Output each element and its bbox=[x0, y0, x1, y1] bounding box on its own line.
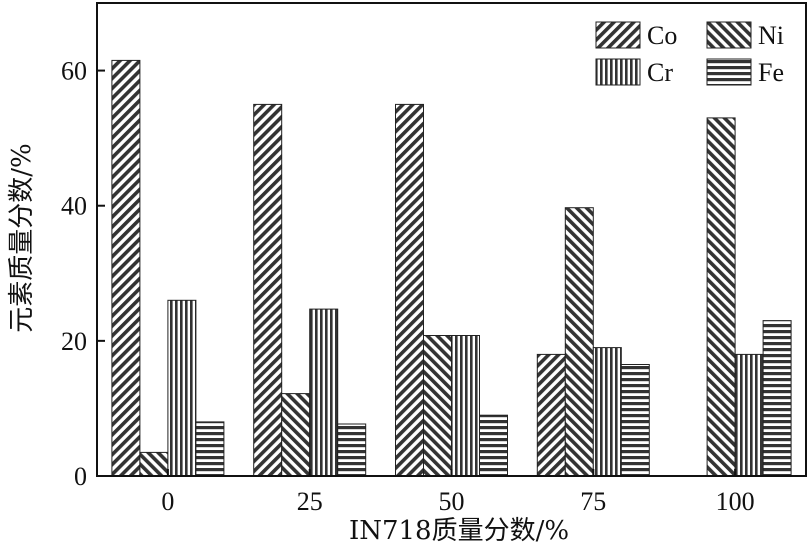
bar-ni-100 bbox=[706, 117, 736, 477]
bar-fe-100 bbox=[762, 320, 792, 477]
bar-cr-75 bbox=[592, 347, 622, 477]
y-tick-label-0: 0 bbox=[74, 462, 87, 491]
legend-label-co: Co bbox=[647, 21, 677, 50]
bar-ni-50 bbox=[423, 335, 452, 477]
bars-layer bbox=[111, 59, 792, 477]
x-axis-label: IN718质量分数/% bbox=[349, 516, 569, 546]
bar-co-25 bbox=[253, 103, 283, 477]
bar-cr-0 bbox=[167, 299, 197, 477]
legend-swatch-ni bbox=[706, 21, 752, 49]
bar-cr-25 bbox=[309, 308, 339, 477]
x-tick-label-100: 100 bbox=[716, 487, 755, 516]
y-tick-label-60: 60 bbox=[61, 57, 87, 86]
legend-swatch-co bbox=[595, 21, 641, 49]
bar-fe-0 bbox=[195, 421, 225, 477]
bar-fe-25 bbox=[337, 423, 367, 477]
x-tick-label-75: 75 bbox=[580, 487, 606, 516]
bar-co-0 bbox=[111, 59, 141, 477]
legend-label-cr: Cr bbox=[647, 58, 673, 87]
bar-ni-25 bbox=[281, 393, 311, 477]
y-axis-ticks: 0 20 40 60 bbox=[61, 57, 105, 491]
bar-fe-75 bbox=[620, 364, 650, 477]
legend-swatch-fe bbox=[706, 58, 752, 86]
bar-ni-75 bbox=[564, 207, 594, 477]
legend-label-fe: Fe bbox=[758, 58, 784, 87]
x-tick-label-0: 0 bbox=[161, 487, 174, 516]
bar-co-50 bbox=[395, 103, 424, 477]
legend-swatch-cr bbox=[595, 58, 641, 86]
y-axis-label: 元素质量分数/% bbox=[7, 143, 37, 332]
x-tick-label-25: 25 bbox=[297, 487, 323, 516]
x-axis-ticks: 0 25 50 75 100 bbox=[161, 469, 755, 516]
bar-co-75 bbox=[536, 353, 566, 477]
x-tick-label-50: 50 bbox=[439, 487, 465, 516]
bar-fe-50 bbox=[479, 414, 508, 477]
bar-ni-0 bbox=[139, 451, 169, 477]
y-tick-label-20: 20 bbox=[61, 327, 87, 356]
y-tick-label-40: 40 bbox=[61, 192, 87, 221]
legend-label-ni: Ni bbox=[758, 21, 784, 50]
legend: Co Ni Cr Fe bbox=[595, 21, 784, 87]
bar-cr-50 bbox=[451, 335, 480, 477]
bar-cr-100 bbox=[734, 353, 764, 477]
